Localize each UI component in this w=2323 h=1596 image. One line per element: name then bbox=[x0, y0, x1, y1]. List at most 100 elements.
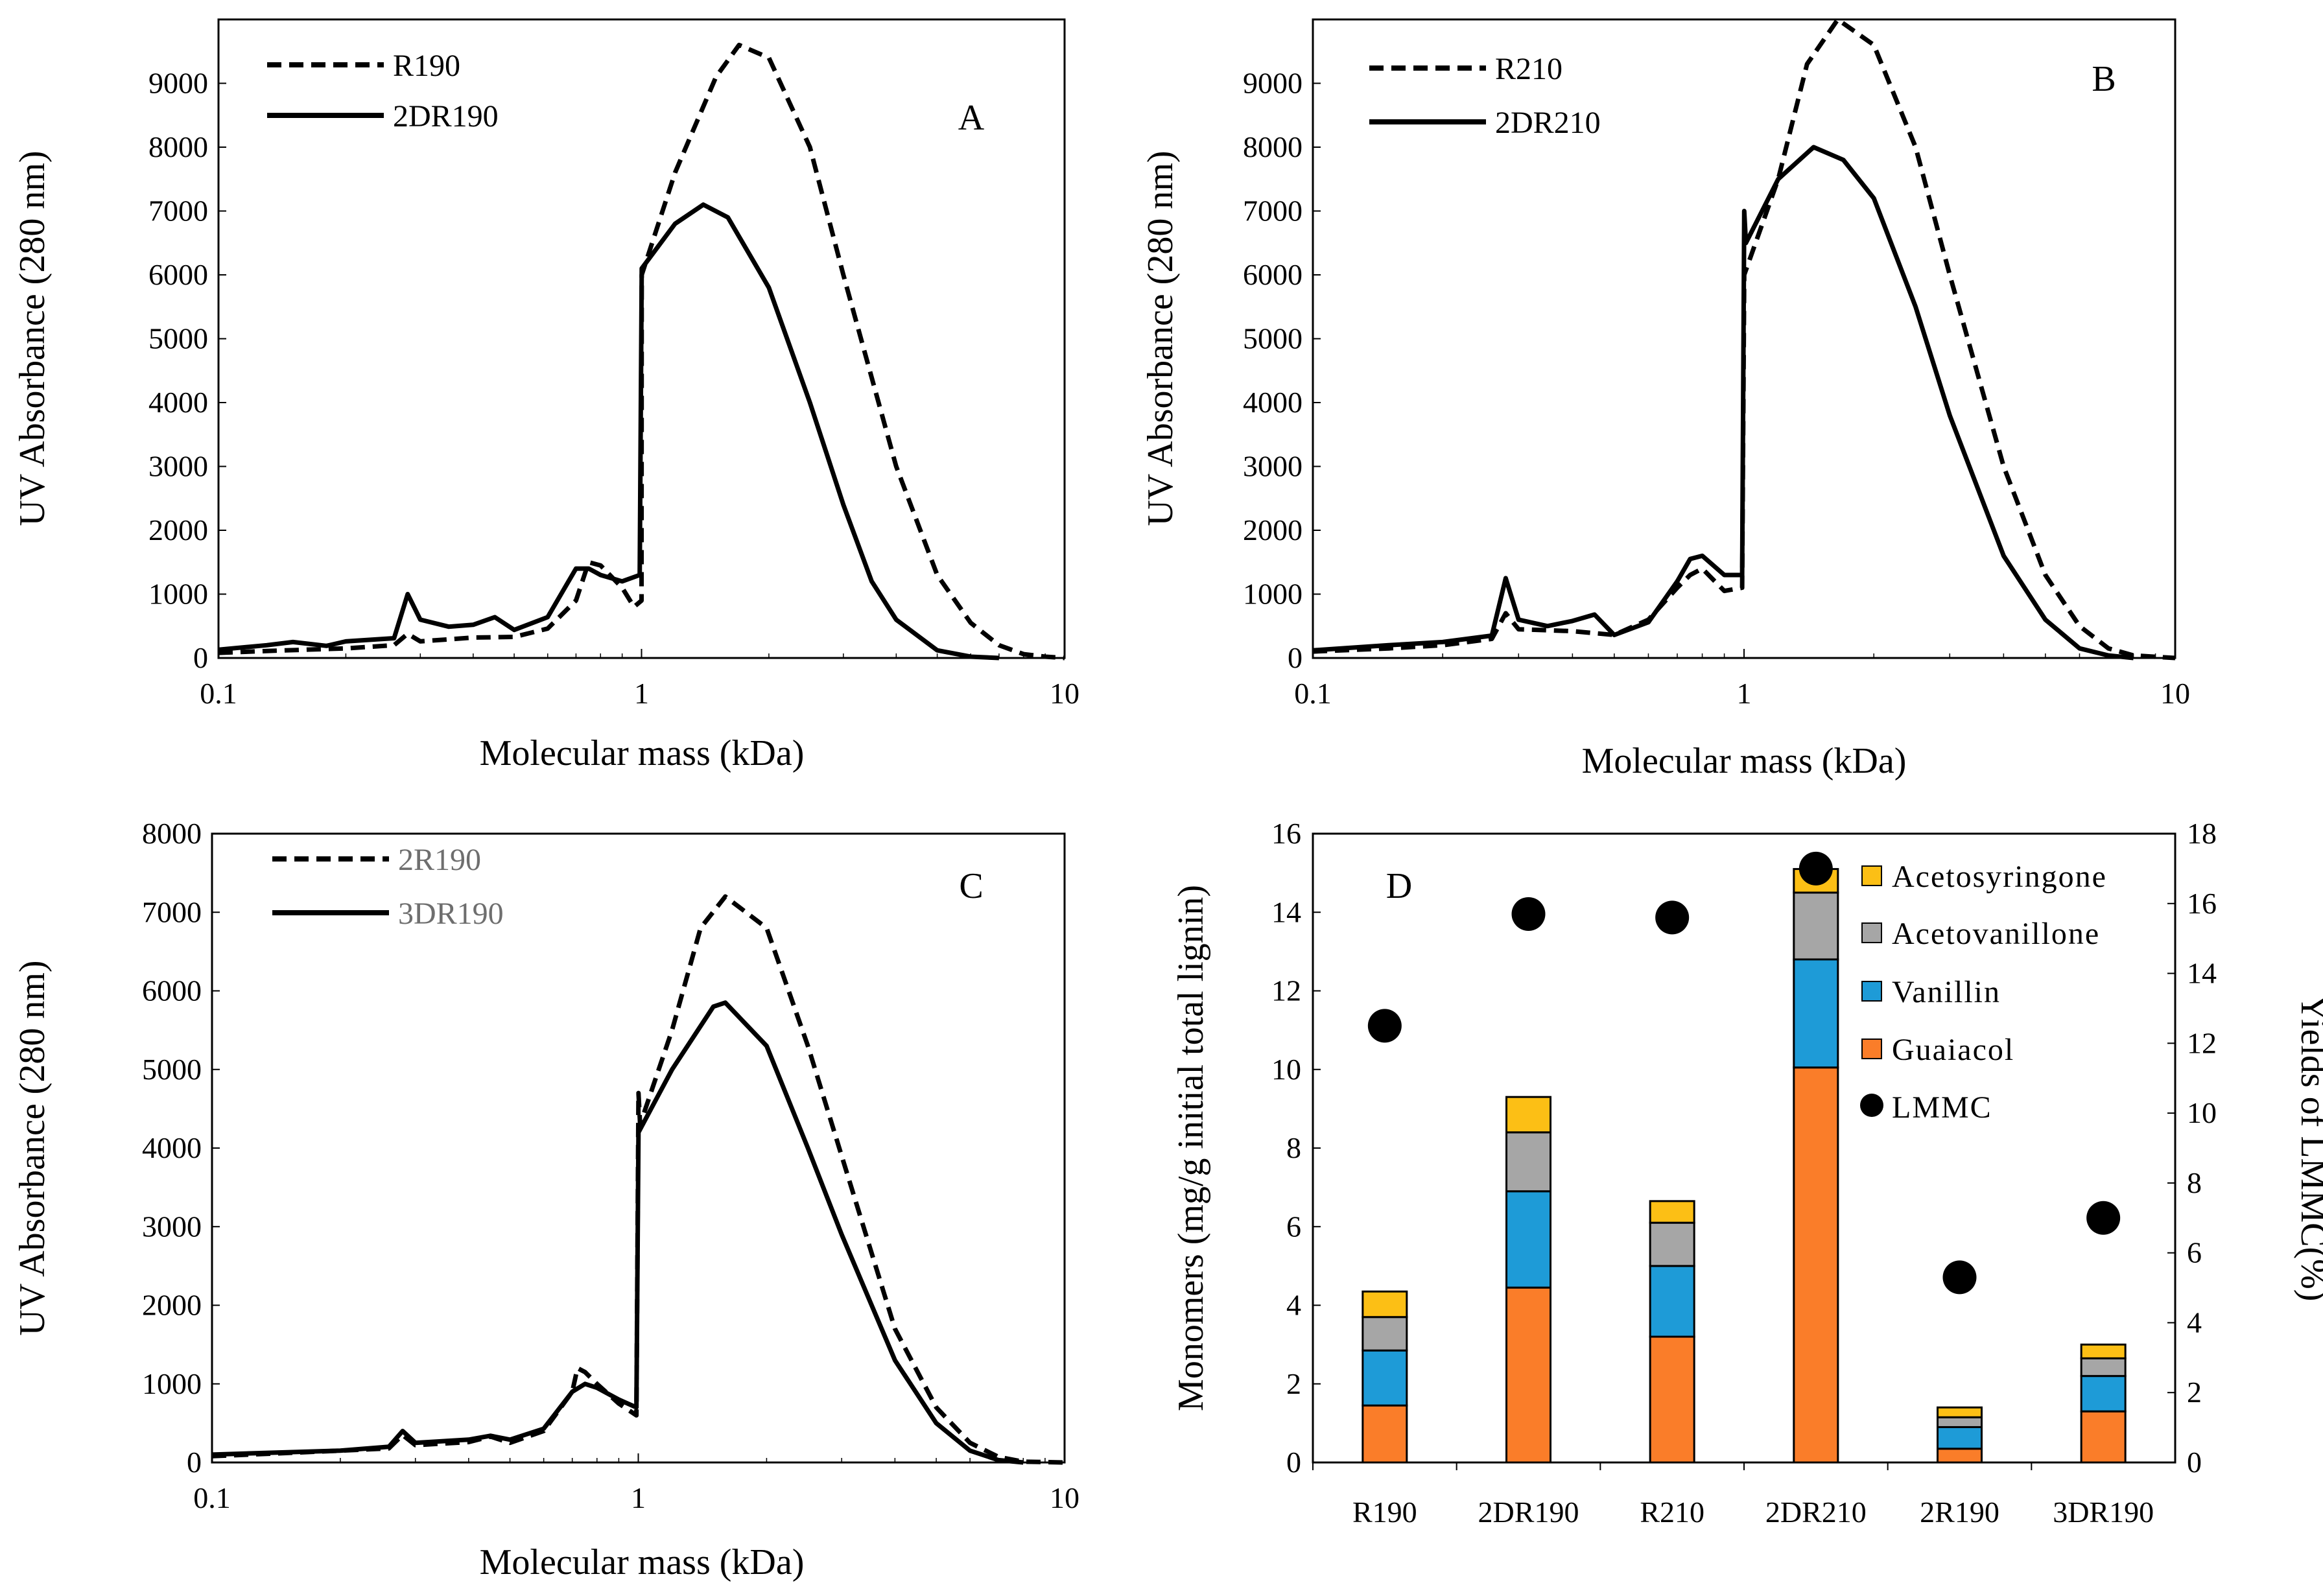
panel-a-xtick-label: 10 bbox=[1050, 677, 1079, 710]
bar-vanillin-3dr190 bbox=[2080, 1375, 2127, 1413]
panel-c-ytick-label: 6000 bbox=[142, 974, 202, 1007]
panel-c-ytick-label: 1000 bbox=[142, 1367, 202, 1400]
series-line-r210 bbox=[1312, 17, 2176, 661]
panel-b-legend-label-1: R210 bbox=[1495, 52, 1562, 86]
bar-vanillin-2dr210 bbox=[1793, 958, 1839, 1069]
panel-d-ytick-label: 4 bbox=[1286, 1289, 1301, 1322]
series-line-r190 bbox=[218, 42, 1065, 661]
panel-d-ylabel: Monomers (mg/g initial total lignin) bbox=[1171, 885, 1211, 1411]
panel-a-ytick-label: 9000 bbox=[148, 67, 208, 100]
lmmc-point-3dr190 bbox=[2086, 1201, 2121, 1235]
panel-d-lmmc-points bbox=[1367, 851, 2121, 1295]
bar-vanillin-2dr190 bbox=[1505, 1190, 1551, 1289]
panel-d-category-label: R190 bbox=[1352, 1496, 1417, 1529]
panel-c-ytick-label: 7000 bbox=[142, 895, 202, 928]
panel-d-category-label: R210 bbox=[1640, 1496, 1704, 1529]
panel-a: 0 1000 2000 3000 4000 5000 6000 7000 8000 9000 0.… bbox=[12, 18, 1079, 773]
panel-d-y2-ticks: 0 2 4 6 8 10 12 14 16 18 bbox=[2167, 817, 2217, 1479]
panel-c-lines bbox=[211, 894, 1065, 1465]
panel-b-ylabel: UV Absorbance (280 nm) bbox=[1140, 150, 1181, 526]
panel-d-y-ticks: 0 2 4 6 8 10 12 14 16 bbox=[1271, 817, 1321, 1479]
panel-c: 0 1000 2000 3000 4000 5000 6000 7000 8000 0.1 1 10… bbox=[12, 817, 1079, 1582]
panel-c-ylabel: UV Absorbance (280 nm) bbox=[12, 960, 53, 1335]
panel-d-x-labels: R190 2DR190 R210 2DR210 2R190 3DR190 bbox=[1312, 1462, 2154, 1529]
panel-b-y-ticks: 0 1000 2000 3000 4000 5000 6000 7000 8000 9000 bbox=[1243, 67, 1321, 674]
panel-d-ytick-label: 2 bbox=[1286, 1367, 1301, 1400]
panel-b-ytick-label: 7000 bbox=[1243, 194, 1303, 228]
panel-d-y2label: Yields of LMMC(%) bbox=[2293, 995, 2323, 1302]
bar-guaiacol-r190 bbox=[1362, 1404, 1408, 1464]
panel-a-ytick-label: 1000 bbox=[148, 578, 208, 611]
series-line-3dr190 bbox=[211, 1000, 1024, 1465]
panel-a-xtick-label: 1 bbox=[634, 677, 649, 710]
panel-d-ytick-label: 8 bbox=[1286, 1131, 1301, 1164]
panel-a-ytick-label: 4000 bbox=[148, 386, 208, 419]
panel-d-category-label: 2DR210 bbox=[1765, 1496, 1867, 1529]
panel-d-bars bbox=[1362, 868, 2127, 1464]
bar-acetovanillone-3dr190 bbox=[2080, 1357, 2127, 1378]
bar-acetovanillone-2dr190 bbox=[1505, 1131, 1551, 1193]
panel-c-legend-label-2: 3DR190 bbox=[398, 897, 504, 931]
panel-b-xlabel: Molecular mass (kDa) bbox=[1582, 741, 1907, 781]
panel-b-ytick-label: 2000 bbox=[1243, 513, 1303, 546]
panel-b-legend-label-2: 2DR210 bbox=[1495, 106, 1601, 140]
panel-a-legend-label-1: R190 bbox=[393, 49, 460, 83]
bar-acetovanillone-2dr210 bbox=[1793, 891, 1839, 961]
panel-b-ytick-label: 1000 bbox=[1243, 578, 1303, 611]
lmmc-point-2dr190 bbox=[1511, 897, 1546, 931]
panel-d-ytick-label: 10 bbox=[1271, 1053, 1301, 1086]
panel-d-y2tick-label: 0 bbox=[2187, 1446, 2202, 1479]
panel-b-xtick-label: 1 bbox=[1737, 677, 1752, 710]
bar-acetosyringone-r190 bbox=[1362, 1290, 1408, 1319]
bar-acetosyringone-2r190 bbox=[1937, 1406, 1983, 1418]
bar-vanillin-2r190 bbox=[1937, 1426, 1983, 1450]
panel-d-y2tick-label: 8 bbox=[2187, 1166, 2202, 1199]
panel-b-label: B bbox=[2092, 59, 2116, 99]
panel-d-y2tick-label: 16 bbox=[2187, 887, 2217, 920]
panel-d-ytick-label: 0 bbox=[1286, 1446, 1301, 1479]
panel-a-xtick-label: 0.1 bbox=[200, 677, 237, 710]
panel-a-y-ticks: 0 1000 2000 3000 4000 5000 6000 7000 8000 9000 bbox=[148, 67, 226, 674]
panel-b-xtick-label: 0.1 bbox=[1294, 677, 1332, 710]
panel-a-legend-label-2: 2DR190 bbox=[393, 99, 499, 134]
lmmc-point-r190 bbox=[1367, 1009, 1402, 1043]
legend-swatch-vanillin bbox=[1861, 981, 1882, 1002]
legend-label-lmmc: LMMC bbox=[1892, 1090, 1992, 1125]
bar-acetosyringone-2dr190 bbox=[1505, 1096, 1551, 1134]
panel-a-x-ticks: 0.1 1 10 bbox=[200, 649, 1079, 710]
panel-d-y2tick-label: 4 bbox=[2187, 1306, 2202, 1339]
panel-d-ytick-label: 16 bbox=[1271, 817, 1301, 850]
bar-acetovanillone-r190 bbox=[1362, 1316, 1408, 1352]
panel-d-ytick-label: 6 bbox=[1286, 1210, 1301, 1243]
panel-b-ytick-label: 6000 bbox=[1243, 258, 1303, 291]
bar-acetosyringone-3dr190 bbox=[2080, 1343, 2127, 1359]
legend-label-guaiacol: Guaiacol bbox=[1892, 1033, 2014, 1067]
panel-d: 0 2 4 6 8 10 12 14 16 0 2 4 6 8 10 12 14 16 18 R190 2DR190… bbox=[1171, 817, 2323, 1529]
bar-acetovanillone-2r190 bbox=[1937, 1416, 1983, 1428]
series-line-2dr210 bbox=[1312, 145, 2134, 661]
panel-c-ytick-label: 5000 bbox=[142, 1053, 202, 1086]
panel-d-category-label: 2R190 bbox=[1920, 1496, 1999, 1529]
legend-marker-lmmc bbox=[1860, 1094, 1883, 1117]
bar-acetosyringone-r210 bbox=[1649, 1200, 1695, 1224]
bar-vanillin-r190 bbox=[1362, 1349, 1408, 1407]
panel-c-ytick-label: 2000 bbox=[142, 1289, 202, 1322]
panel-b-ytick-label: 8000 bbox=[1243, 130, 1303, 163]
panel-b-ytick-label: 3000 bbox=[1243, 450, 1303, 483]
panel-c-x-ticks: 0.1 1 10 bbox=[193, 1453, 1079, 1514]
panel-a-ylabel: UV Absorbance (280 nm) bbox=[12, 150, 53, 526]
panel-b-x-ticks: 0.1 1 10 bbox=[1294, 649, 2190, 710]
panel-d-ytick-label: 12 bbox=[1271, 974, 1301, 1007]
bar-guaiacol-2r190 bbox=[1937, 1448, 1983, 1464]
bar-guaiacol-2dr190 bbox=[1505, 1286, 1551, 1464]
panel-c-ytick-label: 3000 bbox=[142, 1210, 202, 1243]
panel-c-xlabel: Molecular mass (kDa) bbox=[480, 1542, 805, 1582]
lmmc-point-2r190 bbox=[1942, 1260, 1977, 1295]
panel-d-category-label: 2DR190 bbox=[1478, 1496, 1579, 1529]
panel-d-y2tick-label: 6 bbox=[2187, 1236, 2202, 1269]
panel-b-ytick-label: 0 bbox=[1288, 641, 1303, 674]
panel-b-xtick-label: 10 bbox=[2160, 677, 2190, 710]
panel-b: 0 1000 2000 3000 4000 5000 6000 7000 8000 9000 0.… bbox=[1140, 17, 2190, 781]
panel-a-ytick-label: 8000 bbox=[148, 130, 208, 163]
